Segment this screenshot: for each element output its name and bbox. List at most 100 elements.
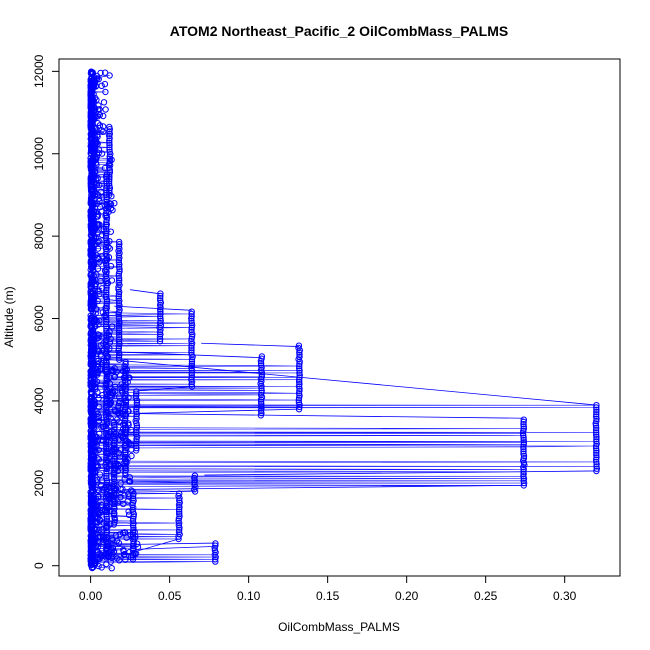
data-point <box>91 115 98 123</box>
x-tick-label: 0.20 <box>395 589 419 603</box>
data-point <box>119 426 127 433</box>
data-point <box>110 510 118 517</box>
data-point <box>188 365 195 372</box>
data-point <box>133 390 140 397</box>
data-point <box>258 378 265 385</box>
y-axis-label: Altitude (m) <box>2 286 16 347</box>
data-point <box>96 526 103 534</box>
data-point <box>91 425 98 433</box>
data-point <box>107 415 114 422</box>
data-point <box>106 345 113 352</box>
data-point <box>92 383 99 390</box>
data-point <box>103 196 110 203</box>
data-point <box>91 145 98 152</box>
data-point <box>109 550 116 558</box>
series-line <box>89 71 597 569</box>
data-point <box>296 374 303 381</box>
data-point <box>108 193 115 200</box>
data-point <box>176 497 183 504</box>
data-point <box>593 424 600 432</box>
data-point <box>88 456 96 463</box>
data-point <box>103 214 111 221</box>
data-point <box>106 144 113 151</box>
data-point <box>258 405 265 412</box>
data-point <box>111 473 118 481</box>
data-point <box>116 327 123 334</box>
data-point <box>88 394 96 401</box>
data-point <box>593 451 600 459</box>
data-point <box>96 471 104 478</box>
data-point <box>593 402 600 409</box>
data-point <box>122 358 129 365</box>
data-point <box>87 257 95 264</box>
data-point <box>129 517 137 525</box>
data-point <box>191 479 198 486</box>
data-point <box>88 281 96 288</box>
data-point <box>88 204 96 212</box>
data-point <box>96 403 103 411</box>
data-point <box>94 389 101 396</box>
data-point <box>592 427 600 434</box>
data-point <box>120 374 128 381</box>
data-point <box>295 344 302 352</box>
data-point <box>115 304 123 311</box>
data-point <box>157 290 164 297</box>
data-point <box>296 403 303 411</box>
data-point <box>99 309 107 316</box>
data-point <box>296 367 303 374</box>
data-point <box>103 284 110 291</box>
data-point <box>520 425 527 432</box>
data-point <box>104 399 111 407</box>
data-point <box>109 536 117 544</box>
data-point <box>106 339 114 346</box>
data-point <box>520 473 527 480</box>
data-point <box>593 458 600 466</box>
data-point <box>90 187 98 195</box>
data-point <box>296 353 303 361</box>
data-point <box>108 451 116 458</box>
data-point <box>114 555 121 562</box>
data-point <box>97 351 105 358</box>
data-point <box>593 438 600 445</box>
data-point <box>98 150 106 157</box>
data-point <box>191 481 198 488</box>
data-point <box>188 319 195 327</box>
data-point <box>157 294 164 302</box>
data-point <box>124 378 131 386</box>
data-point <box>98 424 105 431</box>
data-point <box>593 447 600 454</box>
data-point <box>103 268 110 276</box>
data-point <box>91 401 99 408</box>
data-point <box>87 240 95 247</box>
data-point <box>102 88 109 96</box>
data-point <box>116 356 123 363</box>
data-point <box>103 256 111 263</box>
data-point <box>88 401 95 408</box>
data-point <box>593 406 600 413</box>
data-point <box>520 421 527 428</box>
data-points <box>87 68 600 572</box>
data-point <box>87 187 95 194</box>
data-point <box>128 487 135 494</box>
data-point <box>113 446 120 453</box>
chart-title: ATOM2 Northeast_Pacific_2 OilCombMass_PA… <box>170 23 508 39</box>
y-axis: 0 2000 4000 6000 8000 10000 12000 <box>32 54 60 569</box>
data-point <box>118 381 125 388</box>
data-point <box>88 68 95 76</box>
data-point <box>125 374 132 382</box>
data-point <box>257 362 265 369</box>
data-point <box>107 228 115 235</box>
data-point <box>104 450 112 457</box>
data-point <box>296 360 303 367</box>
data-point <box>125 408 132 415</box>
data-point <box>295 399 303 406</box>
data-point <box>188 347 195 354</box>
data-point <box>121 529 128 536</box>
data-point <box>188 308 195 315</box>
data-point <box>593 433 600 441</box>
data-point <box>115 354 123 361</box>
data-point <box>116 352 123 359</box>
data-point <box>296 362 303 370</box>
data-point <box>90 338 97 345</box>
connector-line <box>106 412 524 419</box>
